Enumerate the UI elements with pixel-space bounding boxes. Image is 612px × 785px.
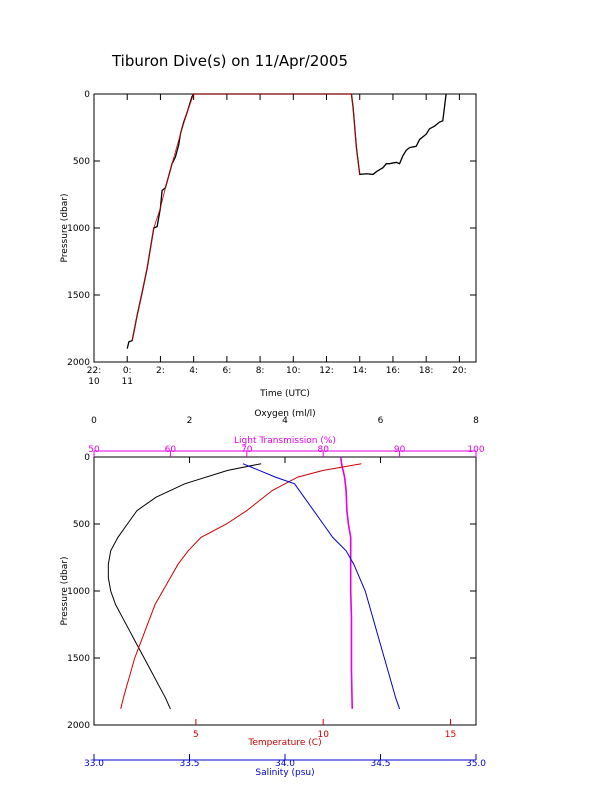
- transmission-axis-label: Light Transmission (%): [234, 436, 336, 446]
- lower-plot-frame: [93, 456, 477, 726]
- transmission-tick-label: 100: [467, 445, 484, 455]
- oxygen-tick-label: 0: [91, 416, 97, 426]
- temperature-tick-label: 10: [317, 730, 329, 740]
- upper-y-tick-label: 0: [84, 90, 90, 100]
- lower-y-tick-label: 500: [73, 520, 90, 530]
- salinity-tick-label: 34.0: [275, 759, 295, 769]
- oxygen-tick-label: 8: [473, 416, 479, 426]
- oxygen-axis-label: Oxygen (ml/l): [254, 409, 315, 419]
- lower-y-tick-label: 1500: [67, 654, 90, 664]
- salinity-axis-label: Salinity (psu): [255, 768, 314, 778]
- transmission-tick-label: 70: [241, 445, 253, 455]
- lower-chart: 0 500 1000 1500 2000 0 2 4 6 8 50 60 70 80 90 100 5 10 15 3…: [60, 409, 486, 778]
- transmission-tick-label: 50: [88, 445, 100, 455]
- salinity-tick-label: 33.0: [84, 759, 104, 769]
- upper-x-tick-label: 0:: [123, 366, 132, 376]
- upper-y-tick-label: 500: [73, 157, 90, 167]
- lower-ylabel: Pressure (dbar): [60, 557, 70, 626]
- upper-x-tick-label: 12:: [319, 366, 333, 376]
- upper-y-tick-label: 1000: [67, 224, 90, 234]
- temperature-profile-line: [120, 463, 362, 710]
- dive-track-series-0: [126, 93, 447, 349]
- upper-y-tick-label: 1500: [67, 291, 90, 301]
- upper-x-tick-label: 14:: [352, 366, 366, 376]
- upper-x-tick-label: 22:: [87, 366, 101, 376]
- upper-x-tick-label: 10:: [286, 366, 300, 376]
- dive-track-series-1: [131, 93, 361, 341]
- upper-ylabel: Pressure (dbar): [60, 194, 70, 263]
- oxygen-tick-label: 2: [187, 416, 193, 426]
- upper-y-tick-label: 2000: [67, 358, 90, 368]
- temperature-tick-label: 5: [193, 730, 199, 740]
- temperature-tick-label: 15: [445, 730, 456, 740]
- upper-x-tick-label: 2:: [156, 366, 165, 376]
- upper-x-tick-sublabel: 11: [121, 377, 132, 387]
- upper-chart: 22:10 0:11 2: 4: 6: 8: 10: 12: 14: 16: 18: 20: 0 500 1…: [60, 90, 477, 399]
- upper-x-tick-label: 16:: [386, 366, 400, 376]
- upper-x-tick-label: 20:: [452, 366, 466, 376]
- transmission-tick-label: 90: [394, 445, 406, 455]
- transmission-tick-label: 60: [165, 445, 177, 455]
- lower-y-tick-label: 1000: [67, 587, 90, 597]
- upper-xlabel: Time (UTC): [259, 389, 310, 399]
- oxygen-profile-line: [107, 463, 262, 710]
- salinity-tick-label: 33.5: [179, 759, 199, 769]
- upper-x-tick-sublabel: 10: [88, 377, 100, 387]
- lower-y-tick-label: 0: [84, 453, 90, 463]
- upper-x-tick-label: 8:: [256, 366, 265, 376]
- figure-title: Tiburon Dive(s) on 11/Apr/2005: [111, 52, 348, 70]
- lower-y-tick-label: 2000: [67, 721, 90, 731]
- oxygen-tick-label: 6: [378, 416, 384, 426]
- transmission-tick-label: 80: [317, 445, 329, 455]
- upper-x-tick-label: 4:: [189, 366, 198, 376]
- salinity-profile-line: [242, 463, 401, 710]
- oxygen-tick-label: 4: [282, 416, 288, 426]
- transmission-profile-line: [339, 456, 354, 709]
- salinity-tick-label: 34.5: [370, 759, 390, 769]
- upper-x-tick-label: 6:: [222, 366, 231, 376]
- salinity-tick-label: 35.0: [466, 759, 486, 769]
- upper-x-tick-label: 18:: [419, 366, 433, 376]
- upper-plot-frame: [93, 93, 477, 363]
- temperature-axis-label: Temperature (C): [247, 738, 321, 748]
